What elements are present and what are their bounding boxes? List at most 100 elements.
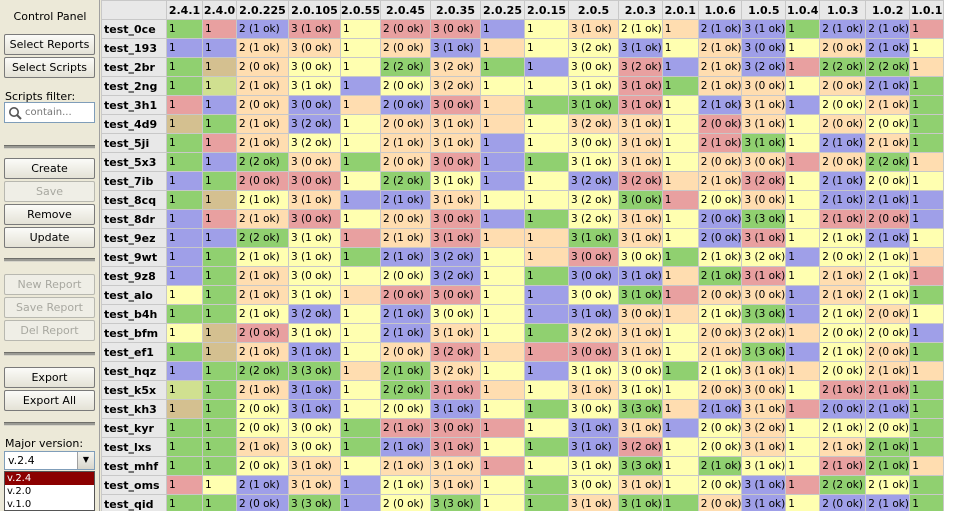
result-cell[interactable]: 1 (340, 399, 381, 419)
result-cell[interactable]: 1 (785, 190, 821, 210)
result-cell[interactable]: 3 (0 ok) (288, 152, 341, 172)
result-cell[interactable]: 1 (480, 399, 525, 419)
result-cell[interactable]: 2 (0 ok) (697, 114, 743, 134)
result-cell[interactable]: 1 (202, 380, 237, 400)
result-cell[interactable]: 2 (1 ok) (865, 285, 911, 305)
result-cell[interactable]: 1 (785, 95, 821, 115)
result-cell[interactable]: 2 (0 ok) (236, 323, 289, 343)
result-cell[interactable]: 3 (0 ok) (288, 437, 341, 457)
result-cell[interactable]: 1 (909, 266, 945, 286)
row-header[interactable]: test_hqz (101, 361, 167, 381)
result-cell[interactable]: 1 (340, 342, 381, 362)
result-cell[interactable]: 3 (0 ok) (568, 57, 619, 77)
result-cell[interactable]: 3 (0 ok) (741, 152, 787, 172)
result-cell[interactable]: 1 (480, 418, 525, 438)
result-cell[interactable]: 1 (202, 494, 237, 511)
result-cell[interactable]: 1 (340, 209, 381, 229)
result-cell[interactable]: 1 (785, 38, 821, 58)
result-cell[interactable]: 1 (661, 361, 699, 381)
result-cell[interactable]: 1 (202, 285, 237, 305)
result-cell[interactable]: 3 (0 ok) (568, 342, 619, 362)
result-cell[interactable]: 1 (524, 475, 569, 495)
result-cell[interactable]: 1 (340, 190, 381, 210)
result-cell[interactable]: 1 (166, 399, 203, 419)
result-cell[interactable]: 1 (202, 57, 237, 77)
result-cell[interactable]: 2 (0 ok) (236, 418, 289, 438)
result-cell[interactable]: 1 (909, 190, 945, 210)
row-header[interactable]: test_9ez (101, 228, 167, 248)
result-cell[interactable]: 1 (340, 475, 381, 495)
result-cell[interactable]: 1 (909, 114, 945, 134)
result-cell[interactable]: 1 (340, 247, 381, 267)
result-cell[interactable]: 3 (1 ok) (568, 152, 619, 172)
result-cell[interactable]: 1 (661, 171, 699, 191)
result-cell[interactable]: 3 (1 ok) (741, 133, 787, 153)
result-cell[interactable]: 1 (661, 342, 699, 362)
result-cell[interactable]: 3 (1 ok) (618, 38, 663, 58)
column-header[interactable]: 1.0.6 (697, 0, 743, 20)
result-cell[interactable]: 2 (1 ok) (380, 228, 431, 248)
column-header[interactable]: 2.0.55 (340, 0, 381, 20)
result-cell[interactable]: 2 (2 ok) (236, 228, 289, 248)
result-cell[interactable]: 3 (1 ok) (618, 418, 663, 438)
result-cell[interactable]: 1 (480, 133, 525, 153)
result-cell[interactable]: 2 (1 ok) (819, 228, 867, 248)
result-cell[interactable]: 1 (524, 247, 569, 267)
result-cell[interactable]: 3 (2 ok) (741, 57, 787, 77)
result-cell[interactable]: 1 (909, 133, 945, 153)
result-cell[interactable]: 1 (340, 95, 381, 115)
result-cell[interactable]: 3 (0 ok) (618, 304, 663, 324)
result-cell[interactable]: 1 (166, 418, 203, 438)
result-cell[interactable]: 3 (2 ok) (618, 437, 663, 457)
result-cell[interactable]: 1 (785, 285, 821, 305)
result-cell[interactable]: 2 (1 ok) (819, 456, 867, 476)
result-cell[interactable]: 1 (480, 57, 525, 77)
result-cell[interactable]: 3 (2 ok) (568, 190, 619, 210)
result-cell[interactable]: 1 (480, 228, 525, 248)
result-cell[interactable]: 1 (480, 437, 525, 457)
result-cell[interactable]: 3 (0 ok) (430, 418, 481, 438)
result-cell[interactable]: 3 (1 ok) (430, 228, 481, 248)
row-header[interactable]: test_4d9 (101, 114, 167, 134)
result-cell[interactable]: 1 (166, 380, 203, 400)
row-header[interactable]: test_oms (101, 475, 167, 495)
result-cell[interactable]: 2 (1 ok) (819, 19, 867, 39)
new-report-button[interactable]: New Report (4, 274, 95, 295)
column-header[interactable]: 2.0.45 (380, 0, 431, 20)
result-cell[interactable]: 1 (909, 76, 945, 96)
result-cell[interactable]: 2 (0 ok) (865, 114, 911, 134)
result-cell[interactable]: 3 (2 ok) (430, 266, 481, 286)
result-cell[interactable]: 3 (1 ok) (741, 456, 787, 476)
result-cell[interactable]: 2 (1 ok) (697, 342, 743, 362)
result-cell[interactable]: 2 (0 ok) (236, 399, 289, 419)
create-button[interactable]: Create (4, 158, 95, 179)
row-header[interactable]: test_7ib (101, 171, 167, 191)
result-cell[interactable]: 3 (0 ok) (568, 475, 619, 495)
result-cell[interactable]: 1 (480, 304, 525, 324)
result-cell[interactable]: 3 (1 ok) (568, 95, 619, 115)
result-cell[interactable]: 2 (2 ok) (380, 380, 431, 400)
result-cell[interactable]: 1 (480, 380, 525, 400)
result-cell[interactable]: 1 (202, 152, 237, 172)
result-cell[interactable]: 3 (1 ok) (618, 285, 663, 305)
result-cell[interactable]: 1 (909, 437, 945, 457)
result-cell[interactable]: 2 (0 ok) (819, 95, 867, 115)
result-cell[interactable]: 2 (0 ok) (236, 95, 289, 115)
result-cell[interactable]: 3 (1 ok) (568, 418, 619, 438)
result-cell[interactable]: 1 (166, 361, 203, 381)
version-option[interactable]: v.1.0 (7, 499, 32, 510)
result-cell[interactable]: 1 (340, 418, 381, 438)
result-cell[interactable]: 1 (166, 57, 203, 77)
result-cell[interactable]: 1 (661, 76, 699, 96)
result-cell[interactable]: 1 (524, 418, 569, 438)
result-cell[interactable]: 1 (202, 171, 237, 191)
result-cell[interactable]: 3 (1 ok) (288, 475, 341, 495)
result-cell[interactable]: 2 (1 ok) (819, 133, 867, 153)
result-cell[interactable]: 3 (1 ok) (288, 247, 341, 267)
result-cell[interactable]: 2 (0 ok) (819, 247, 867, 267)
result-cell[interactable]: 1 (480, 323, 525, 343)
result-cell[interactable]: 3 (0 ok) (618, 361, 663, 381)
result-cell[interactable]: 1 (785, 247, 821, 267)
result-cell[interactable]: 1 (524, 342, 569, 362)
result-cell[interactable]: 1 (202, 475, 237, 495)
